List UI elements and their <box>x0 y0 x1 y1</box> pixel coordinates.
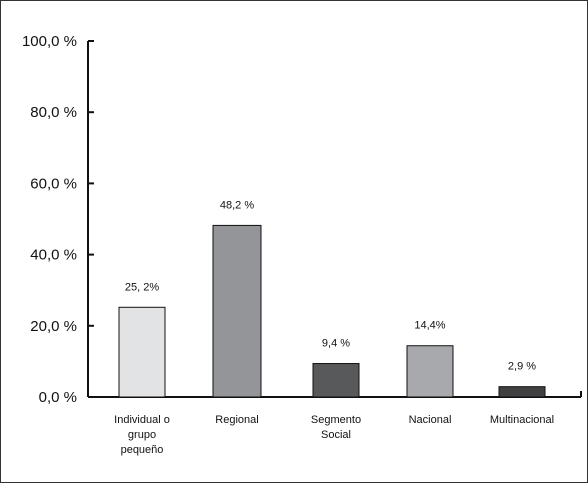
x-tick-label: Segmento <box>311 414 361 426</box>
x-tick-label: Individual o <box>114 414 170 426</box>
y-tick-label: 20,0 % <box>30 318 77 335</box>
bar <box>118 306 166 398</box>
bar <box>312 363 360 398</box>
x-tick-label: Regional <box>215 414 258 426</box>
y-tick-label: 80,0 % <box>30 104 77 121</box>
x-tick-label: pequeño <box>121 444 164 456</box>
y-tick-label: 100,0 % <box>22 33 77 50</box>
x-tick-label: Nacional <box>409 414 452 426</box>
x-tick-label: Social <box>321 429 351 441</box>
x-tick-label: grupo <box>128 429 156 441</box>
y-tick-label: 60,0 % <box>30 175 77 192</box>
data-label: 14,4% <box>414 320 445 332</box>
y-tick-label: 0,0 % <box>39 389 77 406</box>
bar <box>406 345 454 398</box>
data-label: 2,9 % <box>508 361 536 373</box>
bar <box>212 224 262 398</box>
y-tick-label: 40,0 % <box>30 247 77 264</box>
data-label: 9,4 % <box>322 338 350 350</box>
data-label: 48,2 % <box>220 199 254 211</box>
data-label: 25, 2% <box>125 281 159 293</box>
x-tick-label: Multinacional <box>490 414 554 426</box>
bar <box>498 386 546 398</box>
